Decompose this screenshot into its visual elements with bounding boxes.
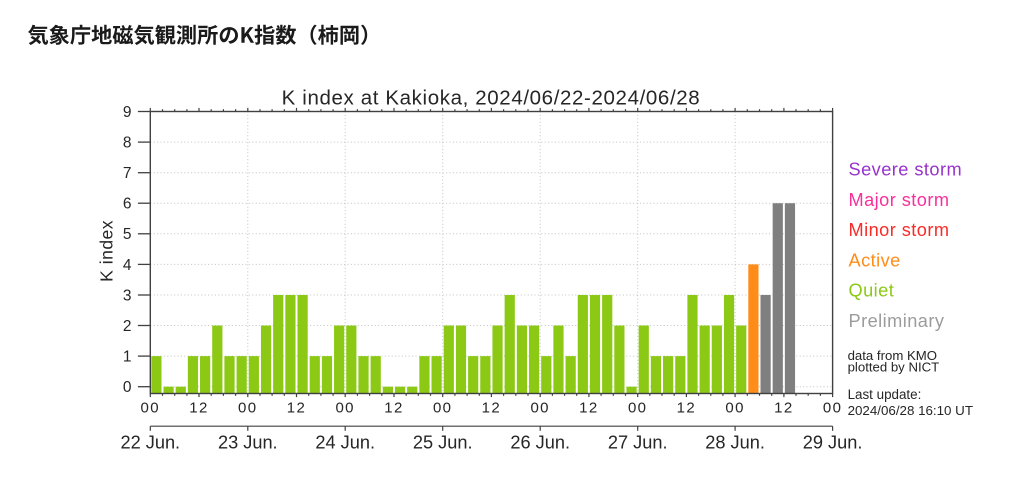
svg-text:12: 12 — [774, 400, 794, 417]
svg-text:Major storm: Major storm — [849, 190, 950, 210]
svg-text:4: 4 — [123, 257, 132, 274]
svg-text:0: 0 — [123, 379, 132, 396]
svg-text:29 Jun.: 29 Jun. — [803, 433, 863, 453]
svg-text:8: 8 — [123, 135, 132, 152]
svg-text:Active: Active — [849, 250, 901, 270]
svg-text:Minor storm: Minor storm — [849, 220, 950, 240]
svg-text:2: 2 — [123, 318, 132, 335]
svg-text:Last update:: Last update: — [848, 387, 922, 402]
svg-text:5: 5 — [123, 226, 132, 243]
svg-text:28 Jun.: 28 Jun. — [705, 433, 765, 453]
svg-text:Quiet: Quiet — [849, 281, 895, 301]
svg-text:24 Jun.: 24 Jun. — [315, 433, 375, 453]
svg-text:K index: K index — [97, 220, 117, 282]
svg-text:00: 00 — [238, 400, 258, 417]
svg-text:00: 00 — [530, 400, 550, 417]
svg-text:00: 00 — [725, 400, 745, 417]
svg-text:data from KMO: data from KMO — [848, 348, 937, 363]
svg-text:12: 12 — [482, 400, 502, 417]
svg-text:1: 1 — [123, 349, 132, 366]
svg-text:12: 12 — [579, 400, 599, 417]
svg-text:27 Jun.: 27 Jun. — [608, 433, 668, 453]
svg-text:12: 12 — [384, 400, 404, 417]
svg-text:12: 12 — [677, 400, 697, 417]
svg-text:22 Jun.: 22 Jun. — [120, 433, 180, 453]
svg-text:26 Jun.: 26 Jun. — [510, 433, 570, 453]
svg-text:00: 00 — [823, 400, 843, 417]
svg-text:7: 7 — [123, 165, 132, 182]
svg-text:K index at Kakioka, 2024/06/22: K index at Kakioka, 2024/06/22-2024/06/2… — [282, 87, 701, 110]
svg-text:6: 6 — [123, 196, 132, 213]
svg-text:00: 00 — [433, 400, 453, 417]
svg-text:00: 00 — [141, 400, 161, 417]
svg-text:12: 12 — [287, 400, 307, 417]
svg-text:2024/06/28 16:10 UT: 2024/06/28 16:10 UT — [848, 403, 973, 418]
svg-text:9: 9 — [123, 104, 132, 121]
svg-text:Preliminary: Preliminary — [849, 311, 945, 331]
svg-text:00: 00 — [628, 400, 648, 417]
svg-text:00: 00 — [335, 400, 355, 417]
svg-text:plotted by NICT: plotted by NICT — [848, 359, 940, 374]
svg-text:25 Jun.: 25 Jun. — [413, 433, 473, 453]
svg-text:3: 3 — [123, 287, 132, 304]
svg-text:23 Jun.: 23 Jun. — [218, 433, 278, 453]
svg-text:12: 12 — [189, 400, 209, 417]
svg-text:Severe storm: Severe storm — [849, 160, 963, 180]
